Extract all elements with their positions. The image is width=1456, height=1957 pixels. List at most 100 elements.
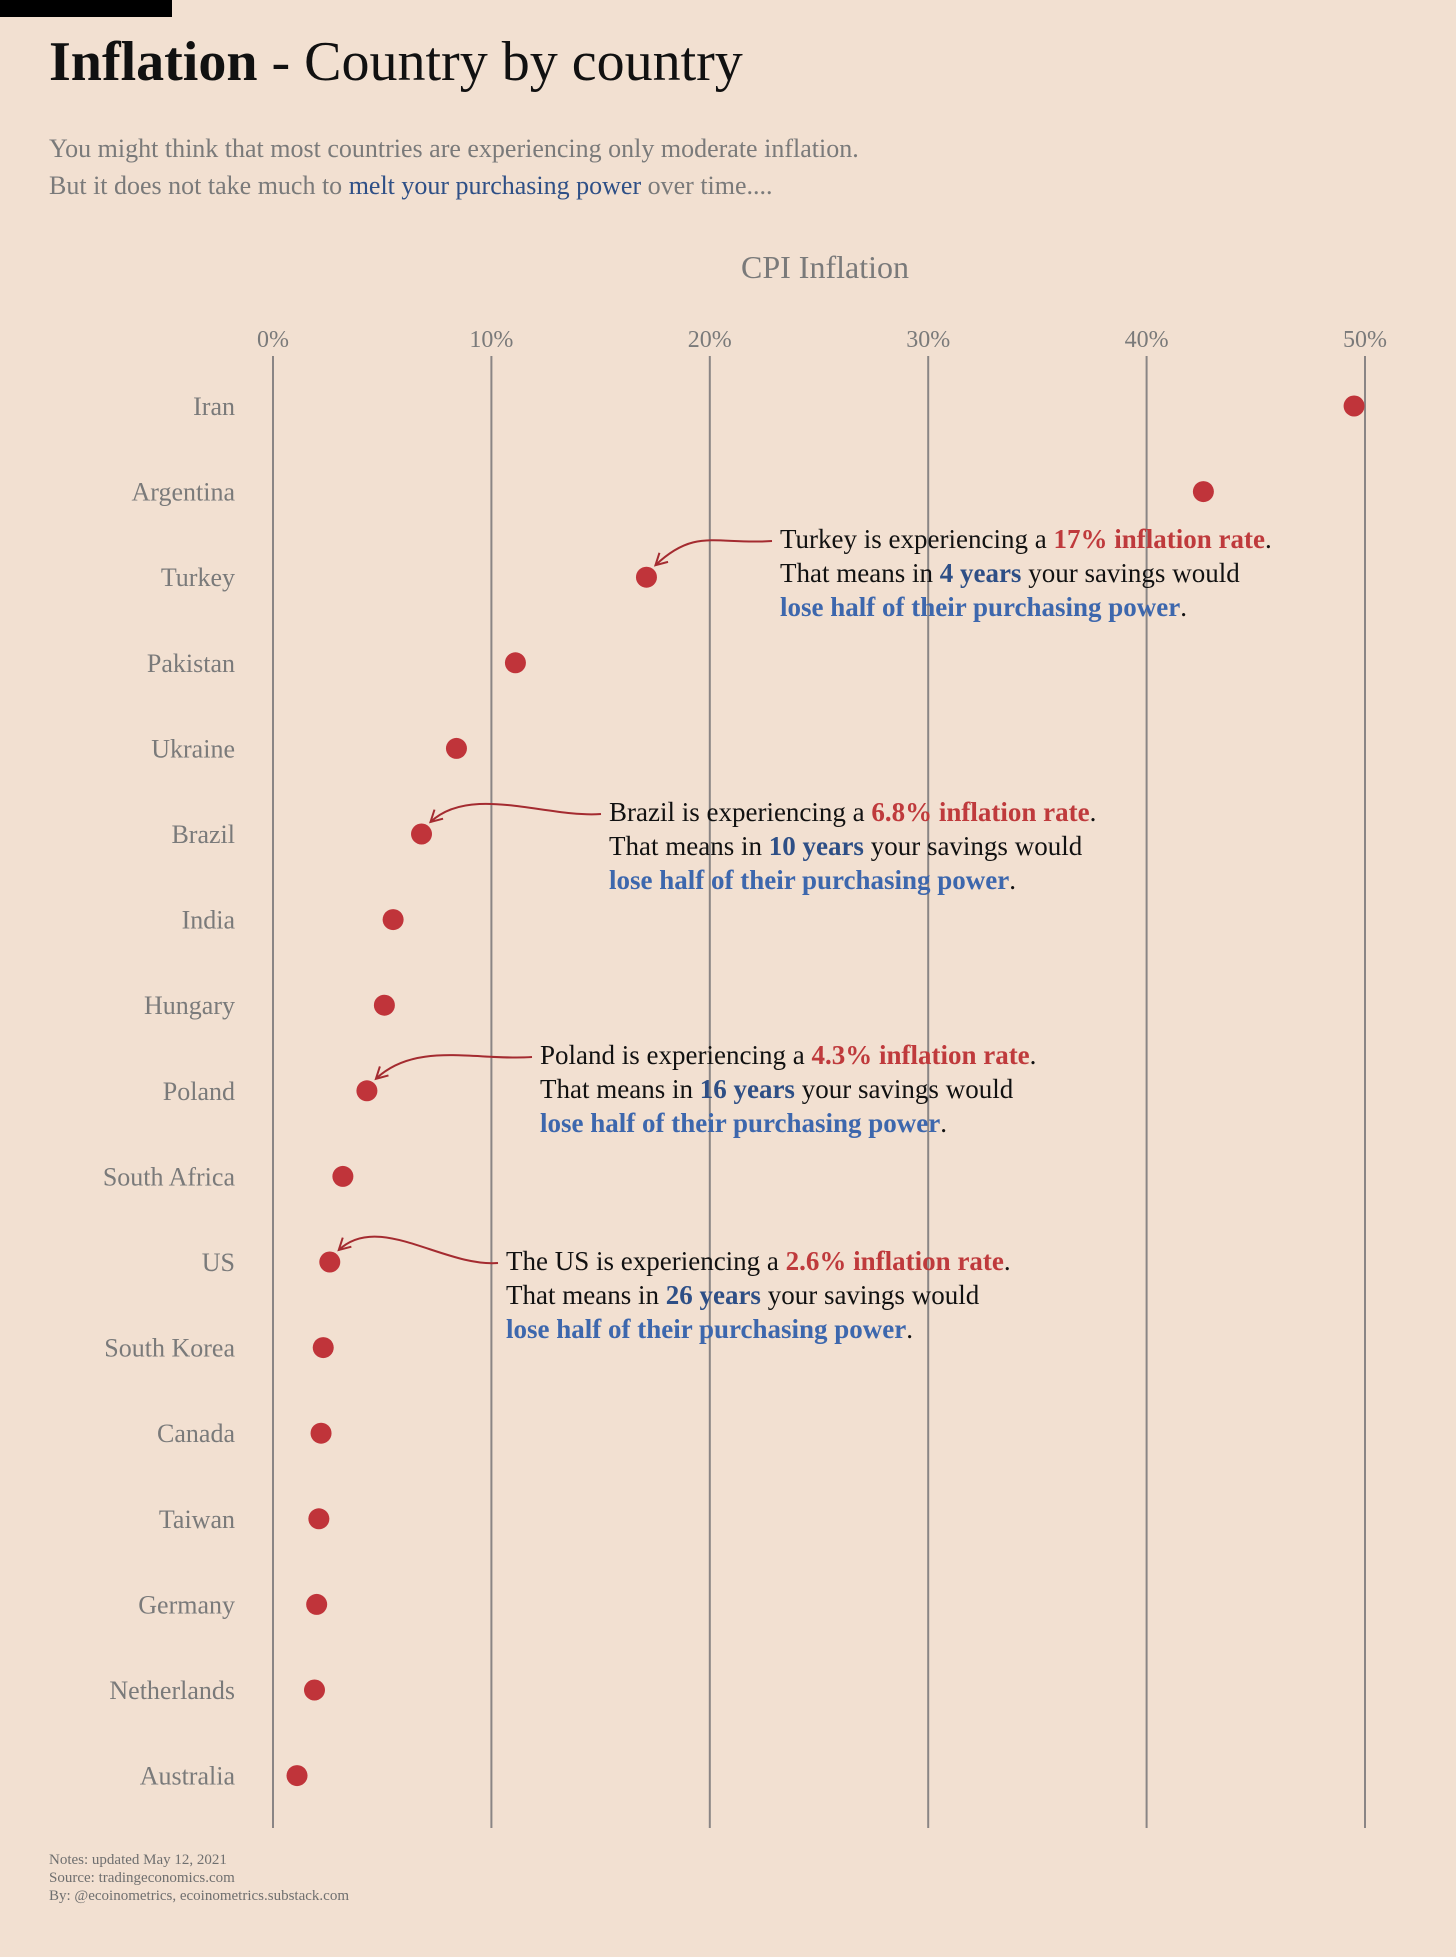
annotation-period: . [1003,1246,1011,1276]
annotation-arrow-turkey [654,539,773,566]
country-label-argentina: Argentina [132,478,236,507]
x-tick-label-40: 40% [1125,327,1169,353]
x-tick-label-0: 0% [257,327,289,353]
annotation-power: lose half of their purchasing power [506,1314,907,1344]
annotation-savings: your savings would [863,831,1083,861]
country-labels: Iran Argentina Turkey Pakistan Ukraine Brazil… [103,392,236,1791]
annotation-arrow-brazil [429,802,602,823]
data-point-argentina [1192,481,1214,503]
country-label-turkey: Turkey [161,563,235,592]
country-label-south-africa: South Africa [103,1162,236,1191]
country-label-india: India [182,906,236,935]
annotation-power: lose half of their purchasing power [609,865,1010,895]
annotation-rate: 2.6% inflation rate [785,1246,1004,1276]
data-point-iran [1343,395,1365,417]
annotation-us: The US is experiencing a 2.6% inflation … [506,1244,1011,1346]
annotation-power: lose half of their purchasing power [540,1108,941,1138]
country-label-poland: Poland [163,1077,235,1106]
title-rest: - Country by country [257,31,743,93]
annotation-brazil: Brazil is experiencing a 6.8% inflation … [609,795,1096,897]
data-point-south-africa [332,1165,354,1187]
annotation-line-1: Poland is experiencing a 4.3% inflation … [540,1038,1036,1072]
x-tick-label-30: 30% [906,327,950,353]
annotation-arrows [337,539,773,1265]
annotation-arrowhead-us [337,1237,352,1252]
x-tick-label-10: 10% [469,327,513,353]
annotation-line-3: lose half of their purchasing power. [540,1106,1036,1140]
annotation-arrowhead-turkey [653,552,669,567]
footer-source: Source: tradingeconomics.com [49,1870,235,1886]
country-label-iran: Iran [193,392,235,421]
country-label-pakistan: Pakistan [147,649,235,678]
annotation-poland: Poland is experiencing a 4.3% inflation … [540,1038,1036,1140]
annotation-turkey: Turkey is experiencing a 17% inflation r… [780,522,1272,624]
country-label-brazil: Brazil [171,820,235,849]
subtitle-highlight: melt your purchasing power [348,171,642,200]
subtitle: You might think that most countries are … [49,130,859,204]
annotation-means: That means in [780,558,940,588]
annotation-period-2: . [940,1108,948,1138]
annotation-rate: 17% inflation rate [1053,524,1265,554]
data-point-poland [356,1080,378,1102]
annotation-years: 10 years [768,831,864,861]
annotation-years: 26 years [665,1280,761,1310]
subtitle-line-1: You might think that most countries are … [49,134,859,163]
annotation-period-2: . [906,1314,914,1344]
annotation-period: . [1264,524,1272,554]
chart-title: CPI Inflation [741,249,909,285]
subtitle-line-2-pre: But it does not take much to [49,171,349,200]
footer-notes: Notes: updated May 12, 2021 Source: trad… [49,1851,349,1905]
top-accent-bar [0,0,172,17]
footer-updated: Notes: updated May 12, 2021 [49,1852,227,1868]
gridlines [272,356,1366,1828]
annotation-line-2: That means in 4 years your savings would [780,556,1272,590]
annotation-years: 4 years [939,558,1022,588]
annotation-means: That means in [506,1280,666,1310]
annotation-line-1: The US is experiencing a 2.6% inflation … [506,1244,1011,1278]
data-point-netherlands [303,1679,325,1701]
annotation-line-3: lose half of their purchasing power. [506,1312,1011,1346]
country-label-germany: Germany [138,1590,235,1619]
data-point-brazil [411,823,433,845]
annotation-period-2: . [1180,592,1188,622]
title-bold: Inflation [49,31,258,93]
subtitle-line-2-post: over time.... [641,171,773,200]
data-point-hungary [373,994,395,1016]
data-point-us [319,1251,341,1273]
data-point-ukraine [445,737,467,759]
country-label-taiwan: Taiwan [159,1505,235,1534]
data-point-south-korea [312,1337,334,1359]
annotation-period: . [1029,1040,1037,1070]
data-point-pakistan [504,652,526,674]
annotation-arrow-us [338,1235,499,1265]
country-label-netherlands: Netherlands [109,1676,235,1705]
annotation-intro: Poland is experiencing a [540,1040,812,1070]
annotation-intro: Turkey is experiencing a [780,524,1054,554]
annotation-line-3: lose half of their purchasing power. [609,863,1096,897]
data-point-turkey [635,566,657,588]
x-tick-label-20: 20% [688,327,732,353]
annotation-savings: your savings would [760,1280,980,1310]
annotation-years: 16 years [699,1074,795,1104]
data-point-india [382,909,404,931]
x-tick-labels: 0% 10% 20% 30% 40% 50% [257,327,1387,353]
annotation-savings: your savings would [794,1074,1014,1104]
annotation-intro: The US is experiencing a [506,1246,786,1276]
annotation-intro: Brazil is experiencing a [609,797,872,827]
country-label-canada: Canada [157,1419,235,1448]
data-point-germany [306,1593,328,1615]
x-tick-label-50: 50% [1343,327,1387,353]
data-point-australia [286,1765,308,1787]
country-label-hungary: Hungary [144,991,235,1020]
annotation-line-2: That means in 16 years your savings woul… [540,1072,1036,1106]
annotation-means: That means in [540,1074,700,1104]
page-title: Inflation - Country by country [49,30,743,94]
annotation-savings: your savings would [1021,558,1240,588]
data-point-canada [310,1422,332,1444]
annotation-line-1: Turkey is experiencing a 17% inflation r… [780,522,1272,556]
annotation-line-3: lose half of their purchasing power. [780,590,1272,624]
data-point-taiwan [308,1508,330,1530]
annotation-means: That means in [609,831,769,861]
annotation-power: lose half of their purchasing power [780,592,1181,622]
